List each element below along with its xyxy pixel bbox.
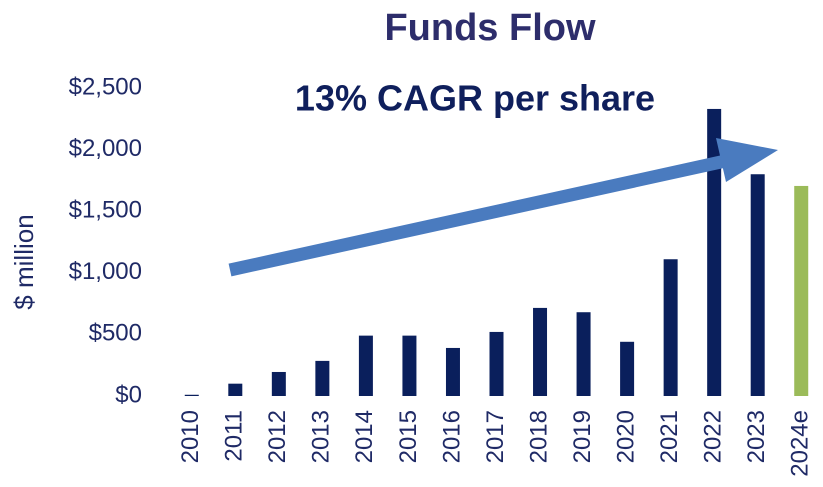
bar xyxy=(271,371,286,396)
bar xyxy=(489,331,504,396)
x-tick-label: 2021 xyxy=(656,410,683,463)
x-tick-label: 2010 xyxy=(177,410,204,463)
y-tick-label: $0 xyxy=(115,381,142,408)
x-tick-label: 2023 xyxy=(743,410,770,463)
bar xyxy=(707,108,722,396)
bar xyxy=(750,174,765,396)
y-tick-label: $500 xyxy=(89,320,142,347)
bar xyxy=(620,341,635,396)
bar xyxy=(402,335,417,396)
x-tick-label: 2016 xyxy=(438,410,465,463)
x-tick-label: 2011 xyxy=(221,410,248,462)
x-tick-label: 2019 xyxy=(569,410,596,463)
x-tick-label: 2013 xyxy=(308,410,335,463)
x-tick-label: 2022 xyxy=(700,410,727,463)
x-tick-label: 2017 xyxy=(482,410,509,463)
x-tick-label: 2015 xyxy=(395,410,422,463)
y-tick-label: $2,000 xyxy=(69,135,142,162)
x-tick-label: 2024e xyxy=(787,410,814,477)
x-tick-label: 2014 xyxy=(351,410,378,463)
subtitle: 13% CAGR per share xyxy=(295,78,655,119)
bar xyxy=(533,307,548,396)
trend-arrow xyxy=(228,138,778,277)
bar xyxy=(228,383,243,396)
y-axis-label: $ million xyxy=(9,214,39,309)
y-tick-label: $2,500 xyxy=(69,73,142,100)
y-tick-label: $1,000 xyxy=(69,258,142,285)
bar xyxy=(663,259,678,396)
bar xyxy=(358,335,373,396)
y-tick-label: $1,500 xyxy=(69,197,142,224)
bar xyxy=(794,185,809,396)
bar xyxy=(315,360,330,396)
x-tick-label: 2020 xyxy=(612,410,639,463)
bar xyxy=(445,347,460,396)
arrow-head xyxy=(716,138,778,182)
bar xyxy=(184,394,199,396)
chart-title: Funds Flow xyxy=(384,7,596,49)
arrow-shaft xyxy=(228,153,732,277)
bar xyxy=(576,312,591,396)
x-tick-label: 2018 xyxy=(525,410,552,463)
x-tick-label: 2012 xyxy=(264,410,291,463)
